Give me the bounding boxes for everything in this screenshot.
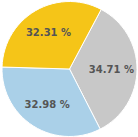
svg-text:34.71 %: 34.71 % — [89, 64, 134, 75]
svg-text:32.98 %: 32.98 % — [25, 99, 70, 110]
svg-text:32.31 %: 32.31 % — [26, 27, 71, 38]
